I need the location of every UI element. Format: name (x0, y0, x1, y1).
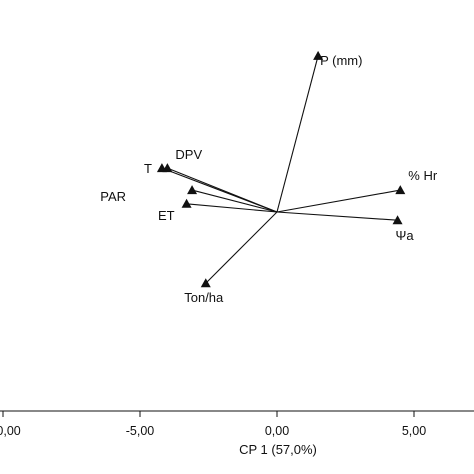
vector-label-p-mm: P (mm) (320, 53, 362, 68)
vector-line-p-mm (276, 55, 319, 213)
x-tick-label: 0,00 (265, 424, 289, 438)
x-tick-label: -5,00 (126, 424, 155, 438)
vector-marker-a (392, 215, 403, 225)
vector-label-t: T (144, 161, 152, 176)
vector-marker-par (187, 185, 198, 195)
vector-line-par (191, 189, 278, 213)
vector-label-hr: % Hr (408, 168, 438, 183)
vector-line-ton-ha (205, 211, 278, 284)
vector-marker-et (181, 198, 192, 208)
vector-marker-dpv (162, 163, 173, 173)
vector-line-dpv (167, 167, 278, 213)
loading-vectors (156, 50, 406, 288)
vector-label-et: ET (158, 208, 175, 223)
vector-marker-p-mm (313, 50, 324, 60)
x-tick-label: -10,00 (0, 424, 21, 438)
vector-line-et (186, 203, 278, 213)
vector-label-dpv: DPV (175, 147, 202, 162)
vector-label-par: PAR (100, 189, 126, 204)
vector-line-a (276, 211, 398, 221)
vector-line-hr (276, 189, 401, 213)
vector-label-a: Ψa (396, 228, 415, 243)
x-tick-label: 5,00 (402, 424, 426, 438)
vector-marker-hr (395, 185, 406, 195)
x-axis-title: CP 1 (57,0%) (239, 442, 317, 457)
vector-marker-ton-ha (200, 278, 211, 288)
vector-label-ton-ha: Ton/ha (184, 290, 224, 305)
vector-labels: P (mm) % Hr Ψa T DPV PAR ET Ton/ha (100, 53, 438, 305)
x-axis: -10,00 -5,00 0,00 5,00 (0, 410, 474, 438)
